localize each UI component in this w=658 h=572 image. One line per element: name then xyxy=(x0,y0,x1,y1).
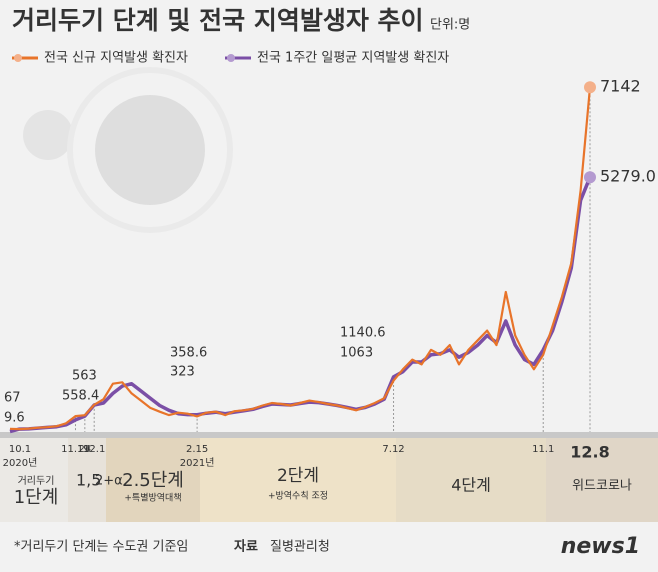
phase-band xyxy=(68,438,106,522)
data-label: 9.6 xyxy=(4,411,25,426)
phase-band xyxy=(0,438,68,522)
data-label: 7142 xyxy=(600,77,641,96)
phase-bands xyxy=(0,438,658,522)
phase-sublabel: 2+α xyxy=(95,474,123,489)
phase-sublabel: +특별방역대책 xyxy=(124,492,181,504)
phase-sublabel: +방역수칙 조정 xyxy=(268,491,328,502)
x-axis xyxy=(0,432,658,438)
data-label: 1140.6 xyxy=(340,326,386,341)
phase-label: 2단계 xyxy=(277,466,319,486)
x-tick-label: 12.8 xyxy=(570,443,609,462)
data-label: 563 xyxy=(72,369,97,384)
legend: 전국 신규 지역발생 확진자 전국 1주간 일평균 지역발생 확진자 xyxy=(12,51,449,66)
phase-label: 위드코로나 xyxy=(572,479,632,494)
x-tick-label: 2.15 xyxy=(186,444,208,455)
phase-label: 1,5 xyxy=(76,471,101,490)
phase-band xyxy=(200,438,396,522)
data-label: 5279.0 xyxy=(600,167,656,186)
footnote: *거리두기 단계는 수도권 기준임 xyxy=(14,540,188,555)
phase-label: 2.5단계 xyxy=(122,470,184,491)
x-year-label: 2021년 xyxy=(180,457,215,469)
phase-sublabel: 거리두기 xyxy=(18,475,55,487)
data-label: 1063 xyxy=(340,346,373,361)
legend-label: 전국 신규 지역발생 확진자 xyxy=(44,51,188,66)
x-tick-label: 11.19 xyxy=(61,444,90,455)
data-label: 558.4 xyxy=(62,389,99,404)
virus-illustration xyxy=(23,67,233,233)
phase-band xyxy=(396,438,546,522)
chart-title: 거리두기 단계 및 전국 지역발생자 추이 xyxy=(12,6,424,35)
x-year-label: 2020년 xyxy=(3,457,38,469)
unit: 단위:명 xyxy=(430,18,470,33)
x-tick-label: 7.12 xyxy=(382,444,404,455)
source: 질병관리청 xyxy=(270,540,330,555)
data-label: 358.6 xyxy=(170,346,207,361)
legend-swatch xyxy=(227,54,235,62)
logo: news1 xyxy=(561,534,640,559)
x-tick-label: 24 xyxy=(78,444,91,455)
data-label: 323 xyxy=(170,365,195,380)
x-tick-label: 12.1 xyxy=(83,444,105,455)
end-point xyxy=(584,81,596,94)
x-tick-label: 10.1 xyxy=(9,444,31,455)
series-line xyxy=(9,87,592,431)
x-tick-label: 11.1 xyxy=(532,444,554,455)
legend-label: 전국 1주간 일평균 지역발생 확진자 xyxy=(257,51,449,66)
end-point xyxy=(584,171,596,184)
legend-swatch xyxy=(14,54,22,62)
phase-label: 1단계 xyxy=(14,487,59,508)
phase-band xyxy=(106,438,200,522)
data-label: 67 xyxy=(4,391,21,406)
phase-label: 4단계 xyxy=(451,476,491,495)
source-label: 자료 xyxy=(234,540,258,555)
phase-band xyxy=(546,438,658,522)
